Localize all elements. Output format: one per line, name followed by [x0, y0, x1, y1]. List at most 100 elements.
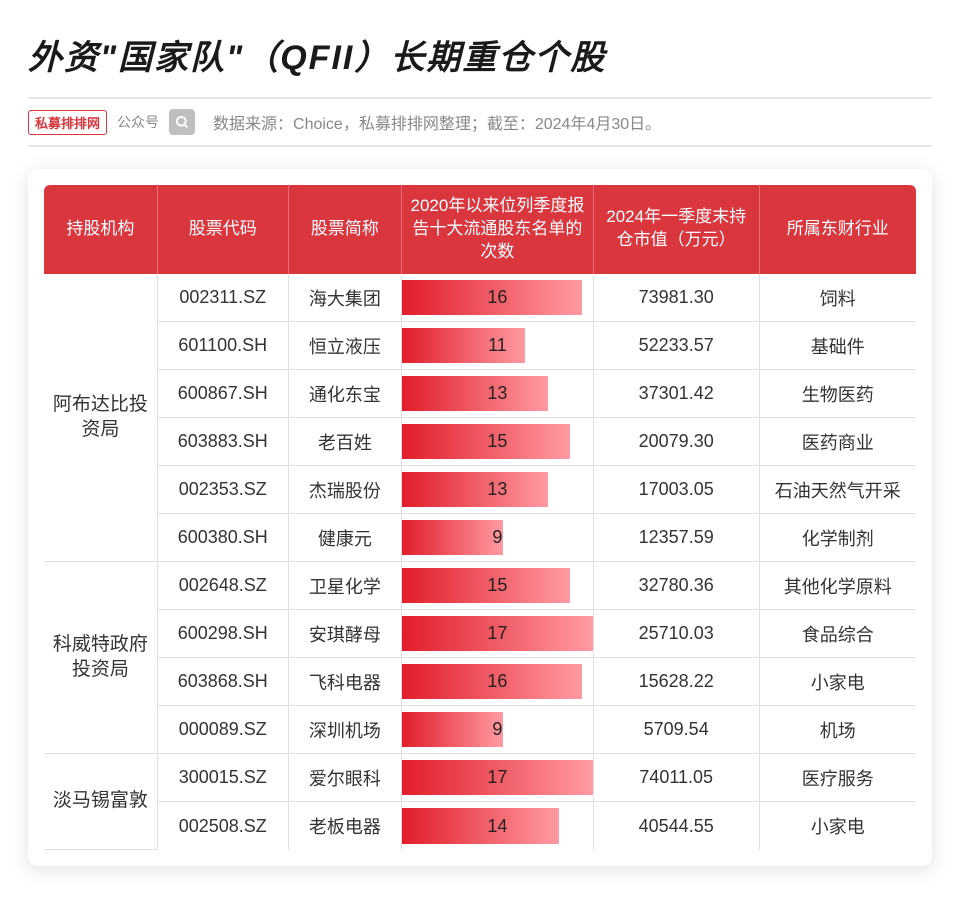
- code-cell: 002508.SZ: [157, 802, 288, 850]
- count-value: 11: [488, 335, 507, 355]
- industry-cell: 饲料: [759, 274, 916, 322]
- holdings-table: 持股机构 股票代码 股票简称 2020年以来位列季度报告十大流通股东名单的次数 …: [44, 185, 916, 850]
- industry-cell: 医疗服务: [759, 754, 916, 802]
- count-bar-cell: 16: [402, 274, 594, 322]
- industry-cell: 生物医药: [759, 370, 916, 418]
- count-bar-cell: 17: [402, 610, 594, 658]
- name-cell: 安琪酵母: [288, 610, 401, 658]
- count-bar-cell: 15: [402, 562, 594, 610]
- count-bar-cell: 14: [402, 802, 594, 850]
- count-bar-cell: 9: [402, 514, 594, 562]
- holdings-table-container: 持股机构 股票代码 股票简称 2020年以来位列季度报告十大流通股东名单的次数 …: [28, 169, 932, 866]
- page-title: 外资"国家队"（QFII）长期重仓个股: [28, 30, 932, 79]
- code-cell: 000089.SZ: [157, 706, 288, 754]
- industry-cell: 小家电: [759, 802, 916, 850]
- value-cell: 15628.22: [593, 658, 759, 706]
- count-value: 17: [487, 767, 507, 787]
- brand-tag: 私募排排网: [28, 110, 107, 135]
- name-cell: 恒立液压: [288, 322, 401, 370]
- col-name: 股票简称: [288, 185, 401, 274]
- table-row: 600298.SH安琪酵母1725710.03食品综合: [44, 610, 916, 658]
- count-bar-cell: 9: [402, 706, 594, 754]
- institution-cell: 科威特政府投资局: [44, 562, 157, 754]
- industry-cell: 医药商业: [759, 418, 916, 466]
- count-value: 9: [492, 719, 502, 739]
- name-cell: 卫星化学: [288, 562, 401, 610]
- brand-tag-suffix: 公众号: [117, 112, 159, 132]
- value-cell: 32780.36: [593, 562, 759, 610]
- value-cell: 5709.54: [593, 706, 759, 754]
- value-cell: 17003.05: [593, 466, 759, 514]
- value-cell: 52233.57: [593, 322, 759, 370]
- page: 外资"国家队"（QFII）长期重仓个股 私募排排网 公众号 数据来源：Choic…: [0, 0, 960, 911]
- code-cell: 603868.SH: [157, 658, 288, 706]
- industry-cell: 食品综合: [759, 610, 916, 658]
- name-cell: 深圳机场: [288, 706, 401, 754]
- data-source-text: 数据来源：Choice，私募排排网整理；截至：2024年4月30日。: [213, 110, 661, 134]
- industry-cell: 机场: [759, 706, 916, 754]
- name-cell: 老板电器: [288, 802, 401, 850]
- table-body: 阿布达比投资局002311.SZ海大集团1673981.30饲料601100.S…: [44, 274, 916, 850]
- code-cell: 600380.SH: [157, 514, 288, 562]
- count-bar-cell: 11: [402, 322, 594, 370]
- industry-cell: 基础件: [759, 322, 916, 370]
- table-row: 603883.SH老百姓 15 20079.30医药商业: [44, 418, 916, 466]
- table-row: 601100.SH恒立液压 11 52233.57基础件: [44, 322, 916, 370]
- col-institution: 持股机构: [44, 185, 157, 274]
- count-bar-cell: 17: [402, 754, 594, 802]
- table-row: 阿布达比投资局002311.SZ海大集团1673981.30饲料: [44, 274, 916, 322]
- name-cell: 健康元: [288, 514, 401, 562]
- value-cell: 40544.55: [593, 802, 759, 850]
- count-bar-cell: 13: [402, 466, 594, 514]
- table-row: 603868.SH飞科电器 16 15628.22小家电: [44, 658, 916, 706]
- value-cell: 20079.30: [593, 418, 759, 466]
- search-icon[interactable]: [169, 109, 195, 135]
- institution-cell: 阿布达比投资局: [44, 274, 157, 562]
- name-cell: 飞科电器: [288, 658, 401, 706]
- count-value: 16: [487, 671, 507, 691]
- industry-cell: 化学制剂: [759, 514, 916, 562]
- count-value: 15: [487, 431, 507, 451]
- table-row: 002508.SZ老板电器 14 40544.55小家电: [44, 802, 916, 850]
- col-count: 2020年以来位列季度报告十大流通股东名单的次数: [402, 185, 594, 274]
- institution-cell: 淡马锡富敦: [44, 754, 157, 850]
- value-cell: 25710.03: [593, 610, 759, 658]
- table-row: 科威特政府投资局002648.SZ卫星化学1532780.36其他化学原料: [44, 562, 916, 610]
- code-cell: 603883.SH: [157, 418, 288, 466]
- count-value: 15: [487, 575, 507, 595]
- count-value: 13: [487, 479, 507, 499]
- code-cell: 002353.SZ: [157, 466, 288, 514]
- count-value: 13: [487, 383, 507, 403]
- col-code: 股票代码: [157, 185, 288, 274]
- value-cell: 73981.30: [593, 274, 759, 322]
- industry-cell: 其他化学原料: [759, 562, 916, 610]
- value-cell: 12357.59: [593, 514, 759, 562]
- table-row: 600380.SH健康元 9 12357.59化学制剂: [44, 514, 916, 562]
- count-bar-cell: 13: [402, 370, 594, 418]
- value-cell: 74011.05: [593, 754, 759, 802]
- count-bar-cell: 15: [402, 418, 594, 466]
- count-value: 14: [487, 816, 507, 836]
- name-cell: 通化东宝: [288, 370, 401, 418]
- industry-cell: 小家电: [759, 658, 916, 706]
- count-value: 9: [492, 527, 502, 547]
- industry-cell: 石油天然气开采: [759, 466, 916, 514]
- sub-header: 私募排排网 公众号 数据来源：Choice，私募排排网整理；截至：2024年4月…: [28, 97, 932, 147]
- code-cell: 002648.SZ: [157, 562, 288, 610]
- count-bar: [402, 712, 503, 747]
- count-bar: [402, 472, 548, 507]
- count-bar: [402, 376, 548, 411]
- table-row: 600867.SH通化东宝1337301.42生物医药: [44, 370, 916, 418]
- count-bar: [402, 520, 503, 555]
- count-value: 17: [487, 623, 507, 643]
- name-cell: 老百姓: [288, 418, 401, 466]
- col-industry: 所属东财行业: [759, 185, 916, 274]
- value-cell: 37301.42: [593, 370, 759, 418]
- name-cell: 杰瑞股份: [288, 466, 401, 514]
- count-bar: [402, 808, 559, 844]
- table-row: 000089.SZ深圳机场 9 5709.54机场: [44, 706, 916, 754]
- count-bar-cell: 16: [402, 658, 594, 706]
- table-row: 002353.SZ杰瑞股份 13 17003.05石油天然气开采: [44, 466, 916, 514]
- code-cell: 601100.SH: [157, 322, 288, 370]
- name-cell: 海大集团: [288, 274, 401, 322]
